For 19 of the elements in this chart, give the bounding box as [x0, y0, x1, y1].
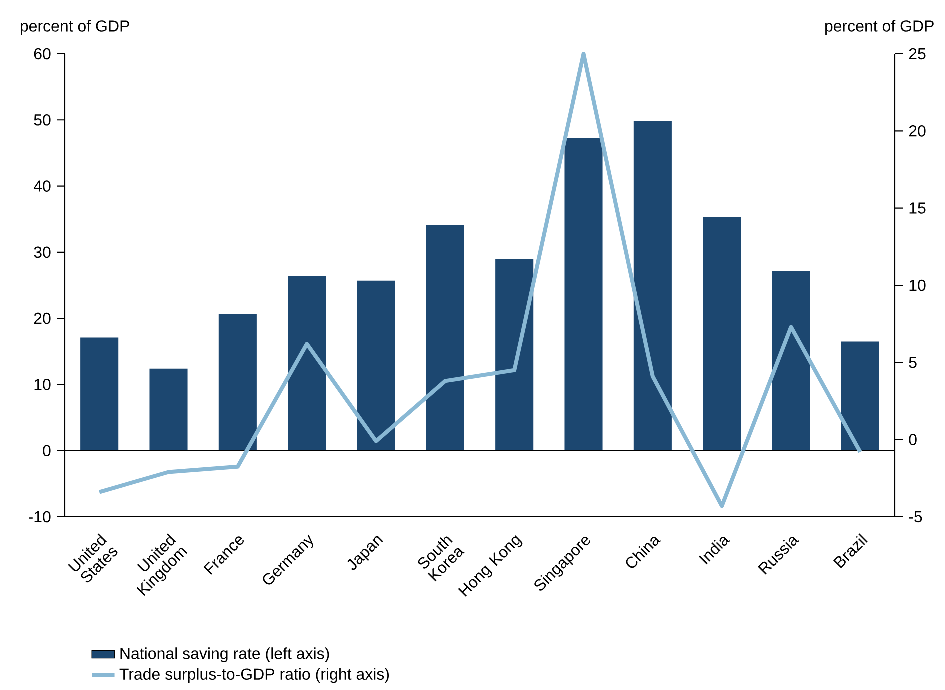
y2-axis-title: percent of GDP [825, 20, 934, 36]
y2-tick-label: 20 [909, 126, 926, 137]
y2-tick-label: 10 [910, 280, 926, 292]
y2-tick-label: 15 [910, 202, 926, 214]
y2-tick-label: 5 [909, 357, 917, 368]
y2-tick-label: -5 [909, 511, 922, 523]
y2-tick-label: 0 [909, 434, 917, 446]
y-tick-label: 10 [34, 379, 51, 390]
y-tick-label: -10 [28, 511, 51, 523]
y2-tick-label: 25 [909, 48, 926, 60]
y-tick-label: 40 [34, 180, 51, 192]
y-tick-label: 60 [34, 48, 51, 60]
legend-label: Trade surplus-to-GDP ratio (right axis) [120, 668, 390, 684]
y-tick-label: 30 [34, 246, 51, 258]
y-tick-label: 0 [43, 445, 51, 457]
legend-label: National saving rate (left axis) [120, 648, 330, 663]
y-tick-label: 20 [34, 312, 51, 324]
y-axis-title: percent of GDP [20, 20, 130, 36]
y-tick-label: 50 [34, 114, 51, 126]
